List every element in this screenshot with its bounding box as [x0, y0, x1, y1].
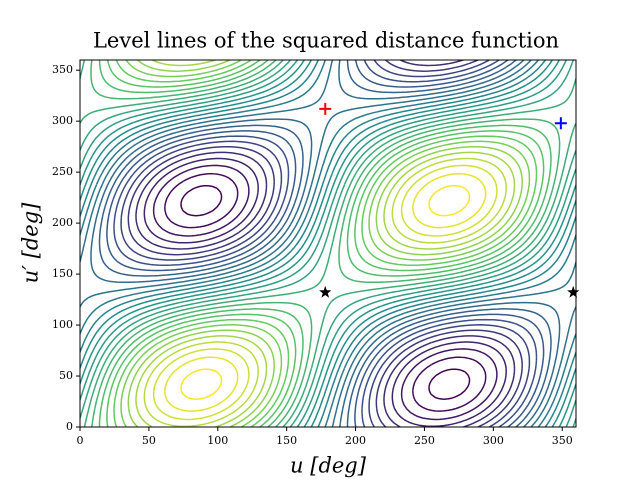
y-tick-label: 150 — [52, 267, 73, 280]
star-marker — [567, 285, 580, 298]
contour-line — [127, 60, 523, 427]
contour-line — [152, 164, 498, 421]
contour-line — [143, 157, 507, 427]
plus-marker — [319, 102, 332, 115]
plot-frame — [79, 59, 577, 428]
contour-line — [152, 164, 498, 421]
contour-line — [120, 60, 531, 427]
contour-line — [120, 60, 531, 427]
contour-line — [164, 172, 487, 412]
x-tick-label: 150 — [276, 434, 297, 447]
contour-line — [113, 60, 538, 427]
contour-line — [106, 60, 545, 427]
x-tick-label: 100 — [207, 434, 228, 447]
y-tick-label: 0 — [66, 420, 73, 433]
y-tick-label: 250 — [52, 165, 73, 178]
contour-line — [135, 60, 516, 427]
y-tick-label: 200 — [52, 216, 73, 229]
x-tick-label: 0 — [77, 434, 84, 447]
contour-line — [90, 60, 561, 427]
x-tick-label: 50 — [142, 434, 156, 447]
y-tick-label: 300 — [52, 114, 73, 127]
marker-group — [319, 102, 580, 298]
contour-group — [80, 60, 576, 427]
contour-line — [164, 172, 487, 412]
y-tick-label: 100 — [52, 318, 73, 331]
contour-line — [143, 157, 507, 427]
contour-line — [106, 60, 545, 427]
chart-title: Level lines of the squared distance func… — [93, 29, 559, 53]
x-tick-label: 200 — [345, 434, 366, 447]
y-tick-label: 350 — [52, 63, 73, 76]
contour-line — [180, 184, 471, 400]
contour-line — [127, 60, 523, 427]
plus-marker — [554, 117, 567, 130]
contour-line — [98, 60, 552, 427]
contour-line — [80, 60, 576, 427]
x-axis-label: u [deg] — [290, 454, 367, 478]
x-tick-label: 250 — [414, 434, 435, 447]
contour-line — [80, 60, 576, 427]
contour-line — [90, 60, 561, 427]
contour-line — [180, 184, 471, 400]
x-tick-label: 350 — [552, 434, 573, 447]
y-tick-label: 50 — [59, 369, 73, 382]
y-axis-label: u′ [deg] — [19, 202, 43, 283]
star-marker — [319, 285, 332, 298]
contour-line — [113, 60, 538, 427]
contour-line — [98, 60, 552, 427]
x-tick-label: 300 — [483, 434, 504, 447]
